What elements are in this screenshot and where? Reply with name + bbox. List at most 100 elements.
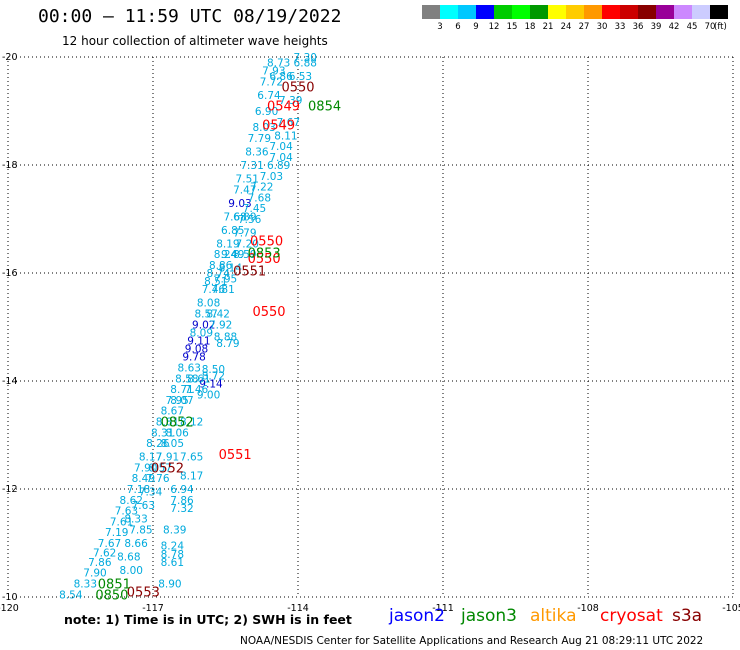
wave-height-label: 7.68 — [248, 192, 271, 204]
wave-height-label: 7.68 — [223, 211, 246, 223]
colorbar-swatch — [458, 5, 476, 19]
colorbar-swatch — [710, 5, 728, 19]
pass-time-label: 0550 — [252, 305, 285, 320]
wave-height-label: 8.90 — [158, 579, 181, 591]
wave-height-label: 7.61 — [110, 516, 133, 528]
wave-height-label: 7.62 — [93, 548, 116, 560]
wave-height-label: 6.85 — [221, 225, 244, 237]
wave-height-label: 7.93 — [262, 66, 285, 78]
chart-title: 00:00 — 11:59 UTC 08/19/2022 — [38, 6, 342, 27]
wave-height-label: 8.61 — [161, 557, 184, 569]
colorbar-swatch — [674, 5, 692, 19]
wave-height-label: 7.32 — [170, 503, 193, 515]
wave-height-label: 7.90 — [83, 568, 106, 580]
wave-height-label: 8.36 — [245, 147, 269, 159]
wave-height-label: 8.17 — [139, 452, 162, 464]
wave-height-label: 7.95 — [165, 395, 188, 407]
wave-height-label: 8.11 — [274, 130, 297, 142]
wave-height-label: 8.14 — [219, 263, 243, 275]
wave-height-label: 8.73 — [267, 57, 290, 69]
wave-height-label: 7.79 — [233, 228, 256, 240]
wave-height-label: 7.56 — [238, 214, 262, 226]
wave-height-label: 8.39 — [163, 525, 186, 537]
pass-time-label: 0552 — [151, 461, 184, 476]
wave-height-label: 8.49 — [132, 473, 155, 485]
wave-height-label: 8.72 — [202, 371, 225, 383]
pass-time-label: 0853 — [248, 246, 281, 261]
wave-height-label: 7.81 — [211, 284, 234, 296]
colorbar-swatch — [584, 5, 602, 19]
wave-height-label: 7.67 — [277, 117, 300, 129]
wave-height-label: 8.05 — [161, 438, 184, 450]
colorbar-swatch — [638, 5, 656, 19]
wave-height-label: 7.22 — [250, 182, 273, 194]
colorbar-swatch — [548, 5, 566, 19]
wave-height-label: 8.61 — [187, 373, 210, 385]
colorbar-tick-label: 30 — [596, 22, 608, 32]
pass-time-label: 0549 — [262, 119, 295, 134]
wave-height-label: 7.51 — [236, 174, 259, 186]
wave-height-label: 6.86 — [269, 71, 293, 83]
pass-time-label: 0550 — [250, 235, 283, 250]
wave-height-label: 8.24 — [214, 249, 238, 261]
pass-time-label: 0553 — [127, 586, 160, 601]
colorbar-swatch — [476, 5, 494, 19]
wave-height-label: 8.63 — [178, 363, 201, 375]
colorbar-tick-label: 70 — [704, 22, 716, 32]
wave-height-label: 7.86 — [88, 557, 112, 569]
pass-time-label: 0550 — [248, 252, 281, 267]
wave-height-label: 7.95 — [214, 273, 237, 285]
wave-height-label: 8.09 — [190, 327, 213, 339]
wave-height-label: 7.20 — [236, 238, 259, 250]
wave-height-label: 9.14 — [199, 379, 223, 391]
y-tick-label: -12 — [2, 484, 18, 495]
legend-s3a: s3a — [672, 606, 703, 626]
colorbar-swatch — [512, 5, 530, 19]
colorbar-tick-label: 15 — [506, 22, 518, 32]
x-tick-label: -120 — [0, 603, 19, 614]
colorbar-tick-label: 21 — [542, 22, 554, 32]
wave-height-label: 7.91 — [156, 452, 179, 464]
wave-height-label: 8.26 — [146, 438, 170, 450]
colorbar-swatch — [656, 5, 674, 19]
wave-height-label: 8.03 — [252, 122, 275, 134]
colorbar-tick-label: 33 — [614, 22, 626, 32]
wave-height-label: 6.94 — [170, 484, 194, 496]
colorbar-tick-label: 39 — [650, 22, 662, 32]
wave-height-label: 7.19 — [105, 527, 128, 539]
legend-cryosat: cryosat — [600, 606, 663, 626]
wave-height-label: 8.57 — [194, 309, 217, 321]
wave-height-label: 8.08 — [197, 298, 220, 310]
colorbar-tick-label: 3 — [437, 22, 443, 32]
colorbar-unit: (ft) — [714, 22, 727, 32]
pass-time-label: 0551 — [219, 448, 252, 463]
wave-height-label: 7.30 — [294, 52, 317, 64]
colorbar-tick-label: 45 — [686, 22, 698, 32]
wave-height-label: 9.49 — [221, 249, 244, 261]
wave-height-label: 8.33 — [74, 579, 97, 591]
wave-height-label: 7.92 — [209, 319, 232, 331]
wave-height-label: 8.51 — [204, 276, 227, 288]
colorbar-swatch — [602, 5, 620, 19]
wave-height-label: 7.90 — [134, 462, 157, 474]
wave-height-label: 8.67 — [161, 406, 184, 418]
wave-height-label: 8.12 — [180, 417, 203, 429]
pass-time-label: 0854 — [308, 100, 341, 115]
x-tick-label: -117 — [142, 603, 164, 614]
wave-height-label: 6.89 — [233, 211, 256, 223]
wave-height-label: 9.00 — [197, 390, 220, 402]
wave-height-label: 7.45 — [243, 203, 266, 215]
wave-height-label: 8.81 — [156, 417, 179, 429]
wave-height-label: 8.50 — [202, 364, 225, 376]
wave-height-label: 8.86 — [209, 260, 233, 272]
y-tick-label: -20 — [2, 52, 18, 63]
wave-height-label: 6.89 — [267, 160, 290, 172]
pass-time-label: 0551 — [233, 264, 266, 279]
wave-height-label: 7.18 — [127, 484, 150, 496]
x-tick-label: -111 — [432, 603, 454, 614]
credit-text: NOAA/NESDIS Center for Satellite Applica… — [240, 635, 704, 647]
wave-height-label: 7.46 — [185, 384, 209, 396]
wave-height-label: 7.34 — [139, 487, 163, 499]
wave-height-label: 7.46 — [202, 284, 226, 296]
